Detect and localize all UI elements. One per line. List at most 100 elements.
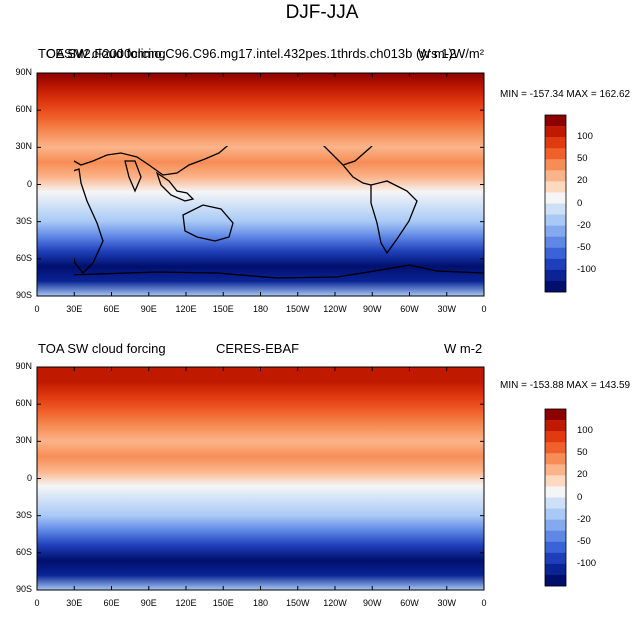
colorbar-swatch [545,247,566,260]
colorbar-label: -100 [577,557,597,569]
colorbar-label: -20 [577,513,591,525]
colorbar-label: 20 [577,175,588,187]
panel1-coast-central-america [342,164,372,186]
colorbar-label: 50 [577,153,588,165]
colorbar-label: 100 [577,425,593,437]
panel1-colorbar [544,114,567,293]
lon-tick-label: 150W [285,304,310,314]
lat-tick-label: 30N [15,435,32,446]
colorbar-swatch [545,137,566,149]
lon-tick-label: 0 [34,304,40,314]
lon-tick-label: 150E [212,304,234,314]
panel1-min-max: MIN = -157.34 MAX = 162.62 [500,89,631,100]
colorbar-label: -50 [577,241,591,253]
colorbar-swatch [545,475,566,487]
panel1-left-title: TOA SW cloud forcing [38,46,166,61]
colorbar-swatch [545,519,566,531]
lat-tick-label: 0 [26,178,32,189]
panel2-min-max: MIN = -153.88 MAX = 143.59 [500,380,631,391]
lon-tick-label: 120W [323,598,347,608]
panel1-coast-europe-africa [74,168,104,274]
panel1-coast-australia [182,204,234,242]
lon-tick-label: 60W [400,304,419,314]
lon-tick-label: 120E [175,598,197,608]
colorbar-swatch [545,508,566,520]
lon-tick-label: 60W [400,598,419,608]
panel2-left-title: TOA SW cloud forcing [38,341,166,356]
colorbar-label: 100 [577,131,593,143]
panel2-map [36,366,485,591]
panel1-coast-india [124,160,142,193]
colorbar-swatch [545,269,566,282]
panel2-right-title: W m-2 [444,341,483,356]
lon-tick-label: 30W [437,598,456,608]
colorbar-swatch [545,420,566,432]
lon-tick-label: 30W [437,304,456,314]
lat-tick-label: 60S [15,252,32,263]
colorbar-label: 0 [577,197,583,209]
panel2-ticks [36,366,485,591]
lat-tick-label: 90S [15,290,32,300]
lat-tick-label: 60N [15,104,32,115]
lat-tick-label: 0 [26,472,32,483]
lon-tick-label: 150W [285,598,310,608]
lon-tick-label: 0 [481,304,487,314]
figure-title: DJF-JJA [285,2,359,23]
colorbar-label: -100 [577,263,597,275]
colorbar-label: 20 [577,469,588,481]
lat-tick-label: 30S [15,215,32,226]
lon-tick-label: 30E [66,304,83,314]
lon-tick-label: 0 [481,598,487,608]
lon-tick-label: 90E [140,598,157,608]
colorbar-swatch [545,431,566,443]
lat-tick-label: 90N [15,67,32,77]
colorbar-swatch [545,192,566,204]
lat-tick-label: 30S [15,509,32,520]
colorbar-swatch [545,148,566,160]
lon-tick-label: 90W [362,598,382,608]
colorbar-swatch [545,170,566,182]
lat-tick-label: 30N [15,141,32,152]
colorbar-swatch [545,280,566,293]
lon-tick-label: 120E [175,304,197,314]
colorbar-swatch [545,409,566,421]
colorbar-swatch [545,214,566,226]
colorbar-swatch [545,159,566,171]
panel1-coast-south-america [370,180,418,255]
colorbar-label: -50 [577,535,591,547]
colorbar-swatch [545,541,566,554]
lat-tick-label: 60N [15,398,32,409]
colorbar-swatch [545,115,566,127]
colorbar-label: 0 [577,491,583,503]
colorbar-label: -20 [577,219,591,231]
lat-tick-label: 60S [15,546,32,557]
colorbar-label: 50 [577,447,588,459]
lat-tick-label: 90S [15,584,32,594]
lon-tick-label: 180 [252,304,269,314]
lon-tick-label: 90W [362,304,382,314]
panel1-center-title: CESM2.F2000climo.C96.C96.mg17.intel.432p… [46,46,453,61]
lat-tick-label: 90N [15,361,32,371]
panel1-coast-eurasia [74,146,229,176]
colorbar-swatch [545,574,566,587]
panel2-center-title: CERES-EBAF [216,341,300,356]
panel1-ticks [36,72,485,297]
lon-tick-label: 150E [212,598,234,608]
colorbar-swatch [545,442,566,454]
colorbar-swatch [545,453,566,465]
colorbar-frame [544,114,567,293]
panel1-right-title: W m-2 [418,46,457,61]
colorbar-swatch [545,258,566,271]
colorbar-frame [544,408,567,587]
panel1-coast-antarctica [74,264,485,279]
panel1-right-title-overlap: W/m² [453,46,485,61]
lon-tick-label: 30E [66,598,83,608]
colorbar-swatch [545,486,566,498]
lon-tick-label: 120W [323,304,347,314]
colorbar-swatch [545,203,566,215]
colorbar-swatch [545,126,566,138]
lon-tick-label: 90E [140,304,157,314]
colorbar-swatch [545,236,566,249]
panel1-coast-seasia [155,171,195,202]
